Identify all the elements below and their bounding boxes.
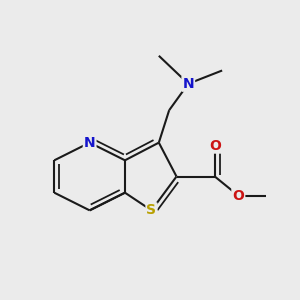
Text: N: N: [182, 77, 194, 91]
Text: N: N: [84, 136, 95, 150]
Text: O: O: [232, 189, 244, 202]
Text: O: O: [209, 139, 221, 153]
Text: S: S: [146, 203, 157, 218]
